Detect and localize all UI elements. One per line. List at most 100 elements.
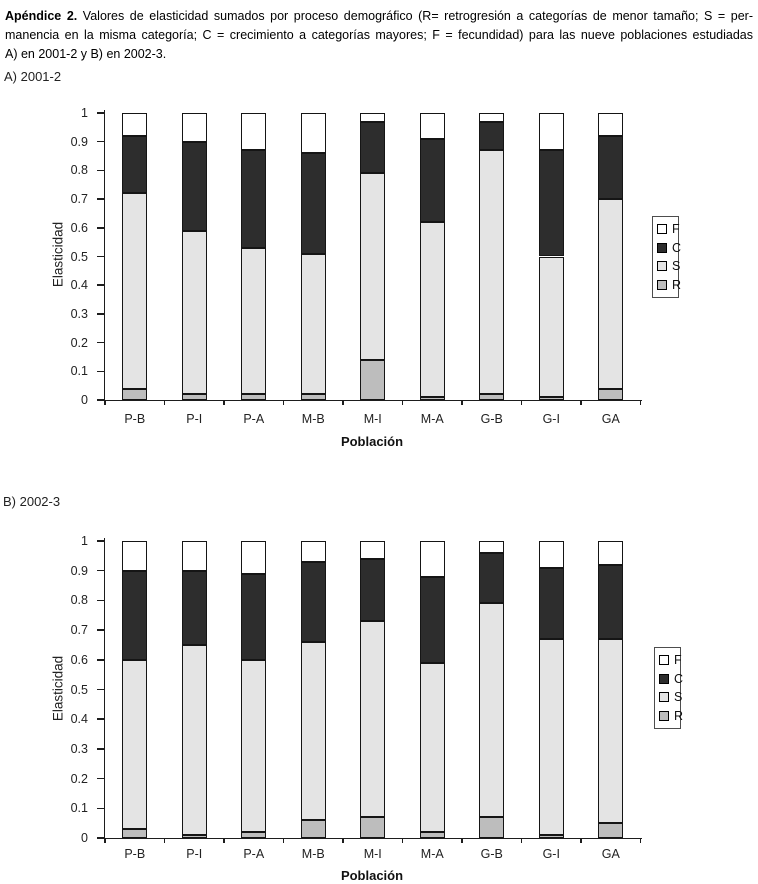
y-tick-label: 0.5 [70,249,88,264]
category-label: P-B [124,412,146,426]
x-tick [461,838,463,843]
bar-segment-S-M-B [300,641,326,821]
y-tick-label: 0.6 [70,652,88,667]
bar-segment-C-P-I [181,570,207,645]
legend-label: S [672,259,681,274]
bar-segment-S-GA [598,639,624,824]
bar-segment-R-GA [598,388,624,400]
bar-segment-C-GA [598,135,624,200]
y-tick-label: 0.8 [70,593,88,608]
bar-segment-S-P-I [181,230,207,395]
y-tick-label: 0.2 [70,771,88,786]
panel-a-title: A) 2001-2 [4,69,62,84]
bar-segment-S-G-I [538,256,564,398]
legend-label: C [674,671,684,686]
y-tick-label: 0.9 [70,563,88,578]
x-tick [223,400,225,405]
caption-text: Valores de elasticidad sumados por proce… [77,9,753,23]
bar-segment-F-P-A [241,541,267,574]
y-tick-label: 0.6 [70,220,88,235]
figure-caption: Apéndice 2. Valores de elasticidad sumad… [5,7,753,64]
category-label: G-I [542,412,560,426]
bar-segment-R-M-A [419,397,445,400]
bar-segment-F-M-I [360,113,386,122]
y-tick-label: 0.8 [70,163,88,178]
category-label: GA [601,412,620,426]
y-tick-label: 0.7 [70,192,88,207]
bar-segment-R-P-I [181,835,207,838]
panel-b-title: B) 2002-3 [3,494,61,509]
y-tick [96,629,104,631]
y-tick-label: 0.7 [70,623,88,638]
y-tick [96,540,104,542]
bar-segment-F-G-I [538,541,564,568]
category-label: P-A [243,412,265,426]
category-label: M-B [301,847,325,861]
bar-segment-R-M-I [360,359,386,400]
y-tick [96,718,104,720]
x-tick [639,838,642,843]
legend-swatch-S [659,692,669,703]
bar-segment-C-P-A [241,150,267,248]
x-tick [163,838,166,843]
bar-segment-S-P-A [241,659,267,833]
bar-segment-F-P-A [241,113,267,151]
legend-swatch-S [657,261,667,272]
bar-segment-C-P-B [122,135,148,194]
bar-segment-S-G-B [479,603,505,818]
bar-segment-S-G-I [538,639,564,836]
x-tick [282,400,285,405]
bar-segment-F-P-B [122,541,148,571]
bar-segment-F-M-I [360,541,386,559]
bar-segment-F-P-B [122,113,148,136]
legend-label: R [674,708,684,723]
y-tick-label: 0.1 [70,801,88,816]
legend-item-R: R [655,708,684,723]
caption-label: Apéndice 2. [5,9,78,23]
legend-swatch-F [657,224,667,235]
bar-segment-R-P-A [241,832,267,838]
category-label: M-I [363,412,382,426]
y-tick [96,777,104,780]
bar-segment-C-G-B [479,552,505,604]
y-tick-label: 0.4 [70,278,88,293]
bar-segment-R-M-I [360,817,386,838]
x-tick [342,838,344,843]
bar-segment-C-P-B [122,570,148,660]
category-label: M-B [301,412,325,426]
bar-segment-R-M-B [300,394,326,400]
bar-segment-F-GA [598,541,624,565]
x-tick [639,400,642,405]
bar-segment-R-GA [598,823,624,838]
caption-line: Apéndice 2. Valores de elasticidad sumad… [5,7,753,26]
bar-segment-F-G-B [479,113,505,122]
y-tick-label: 0 [81,831,88,845]
x-axis-title: Población [340,434,404,449]
bar-segment-S-P-A [241,247,267,395]
bar-segment-R-P-B [122,829,148,838]
x-axis [99,837,642,839]
x-tick [282,838,285,843]
bar-segment-C-P-A [241,573,267,660]
bar-segment-C-M-A [419,138,445,223]
y-tick [96,284,104,286]
x-tick [163,400,166,405]
bar-segment-C-G-I [538,567,564,639]
bar-segment-C-M-B [300,153,326,254]
legend-item-C: C [653,241,681,255]
bar-segment-R-P-I [181,394,207,400]
legend-item-S: S [655,690,682,704]
category-label: M-I [363,847,382,861]
y-tick [96,569,104,572]
y-tick-label: 1 [81,106,88,120]
x-tick [401,838,404,843]
bar-segment-C-M-A [419,576,445,663]
bar-segment-S-M-I [360,621,386,818]
y-tick [96,169,104,172]
legend-label: F [672,222,680,237]
x-tick [520,400,523,405]
category-label: P-B [124,847,146,861]
y-tick-label: 0.3 [70,306,88,321]
